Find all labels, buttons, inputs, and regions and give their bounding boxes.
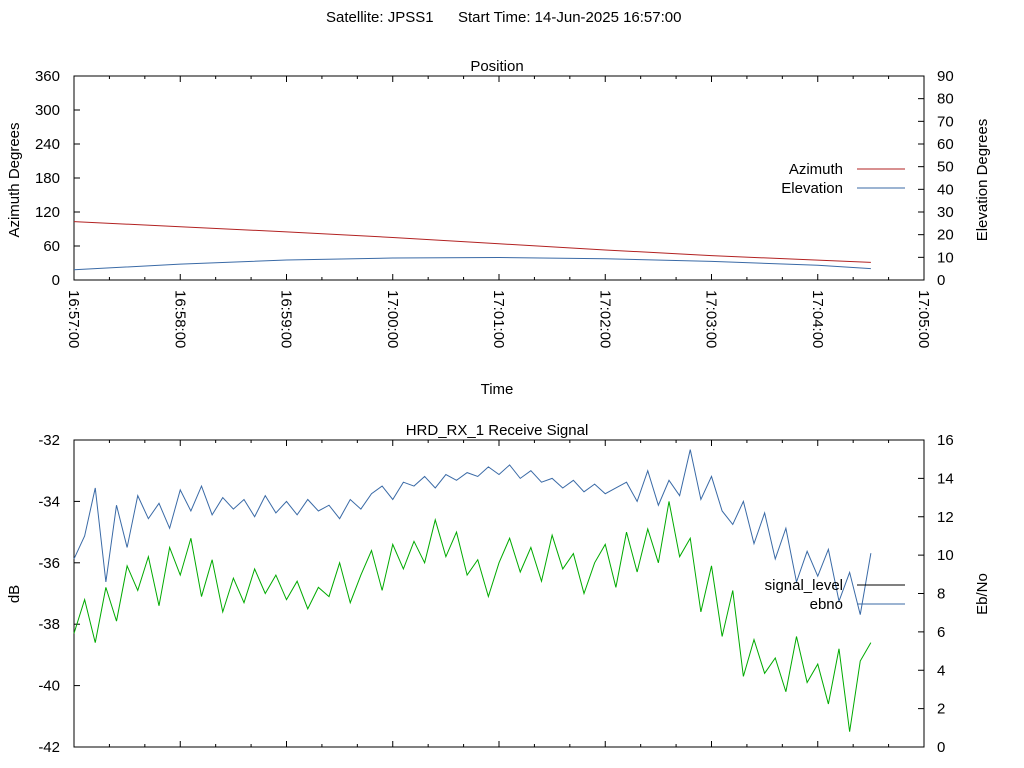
azimuth-tick-label: 360 bbox=[35, 68, 60, 85]
position-series bbox=[73, 221, 871, 271]
ebno-tick-label: 2 bbox=[937, 701, 945, 718]
azimuth-tick-label: 300 bbox=[35, 102, 60, 119]
ebno-tick-label: 8 bbox=[937, 586, 945, 603]
elevation-line bbox=[73, 257, 871, 271]
time-tick-label: 17:05:00 bbox=[915, 290, 932, 348]
time-tick-label: 16:58:00 bbox=[171, 290, 188, 348]
azimuth-line bbox=[73, 221, 871, 263]
signal-axes: -42 -40 -38 -36 -34 -32 0 2 4 6 8 10 12 14 16 bbox=[38, 432, 953, 756]
position-chart-title: Position bbox=[470, 58, 523, 75]
time-axis-label: Time bbox=[481, 381, 514, 398]
elevation-tick-label: 60 bbox=[937, 136, 954, 153]
ebno-tick-label: 14 bbox=[937, 470, 954, 487]
time-tick-label: 17:02:00 bbox=[596, 290, 613, 348]
position-axes: 0 60 120 180 240 300 360 0 10 20 30 40 50 60 70 80 90 16:… bbox=[35, 68, 954, 348]
satellite-label: Satellite: JPSS1 bbox=[326, 9, 434, 26]
ebno-axis-label: Eb/No bbox=[974, 573, 991, 615]
azimuth-tick-label: 180 bbox=[35, 170, 60, 187]
signal-chart-title: HRD_RX_1 Receive Signal bbox=[406, 422, 589, 439]
ebno-tick-label: 0 bbox=[937, 739, 945, 756]
ebno-tick-label: 12 bbox=[937, 509, 954, 526]
elevation-tick-label: 10 bbox=[937, 249, 954, 266]
ebno-tick-label: 10 bbox=[937, 547, 954, 564]
elevation-tick-label: 40 bbox=[937, 181, 954, 198]
signal-series bbox=[73, 449, 872, 732]
db-tick-label: -34 bbox=[38, 493, 60, 510]
azimuth-tick-label: 120 bbox=[35, 204, 60, 221]
elevation-tick-label: 50 bbox=[937, 159, 954, 176]
azimuth-tick-label: 60 bbox=[43, 238, 60, 255]
position-legend: Azimuth Elevation bbox=[781, 161, 905, 197]
db-tick-label: -32 bbox=[38, 432, 60, 449]
db-tick-label: -36 bbox=[38, 555, 60, 572]
ebno-tick-label: 6 bbox=[937, 624, 945, 641]
db-axis-label: dB bbox=[6, 585, 23, 603]
legend-label-signal_level: signal_level bbox=[765, 577, 843, 594]
elevation-tick-label: 70 bbox=[937, 113, 954, 130]
elevation-tick-label: 0 bbox=[937, 272, 945, 289]
ebno-tick-label: 4 bbox=[937, 662, 945, 679]
position-plot-frame bbox=[73, 75, 925, 281]
ebno-line bbox=[73, 449, 872, 615]
time-tick-label: 17:00:00 bbox=[384, 290, 401, 348]
legend-label-ebno: ebno bbox=[810, 596, 843, 613]
db-tick-label: -42 bbox=[38, 739, 60, 756]
position-chart: Position 0 60 120 180 240 300 360 0 10 20 30 40 50 60… bbox=[6, 58, 991, 398]
elevation-tick-label: 20 bbox=[937, 227, 954, 244]
time-tick-label: 17:03:00 bbox=[703, 290, 720, 348]
elevation-axis-label: Elevation Degrees bbox=[974, 119, 991, 242]
azimuth-tick-label: 0 bbox=[52, 272, 60, 289]
receive-signal-chart: HRD_RX_1 Receive Signal -42-40-38-36-34-… bbox=[6, 422, 991, 756]
elevation-tick-label: 30 bbox=[937, 204, 954, 221]
azimuth-tick-label: 240 bbox=[35, 136, 60, 153]
legend-label-azimuth: Azimuth bbox=[789, 161, 843, 178]
time-tick-label: 16:59:00 bbox=[278, 290, 295, 348]
ebno-tick-label: 16 bbox=[937, 432, 954, 449]
elevation-tick-label: 90 bbox=[937, 68, 954, 85]
db-tick-label: -40 bbox=[38, 678, 60, 695]
time-tick-label: 17:01:00 bbox=[490, 290, 507, 348]
signal_level-line bbox=[73, 501, 872, 732]
db-tick-label: -38 bbox=[38, 616, 60, 633]
time-tick-label: 17:04:00 bbox=[809, 290, 826, 348]
legend-label-elevation: Elevation bbox=[781, 180, 843, 197]
azimuth-axis-label: Azimuth Degrees bbox=[6, 122, 23, 237]
start-time-label: Start Time: 14-Jun-2025 16:57:00 bbox=[458, 9, 681, 26]
time-tick-label: 16:57:00 bbox=[65, 290, 82, 348]
elevation-tick-label: 80 bbox=[937, 91, 954, 108]
